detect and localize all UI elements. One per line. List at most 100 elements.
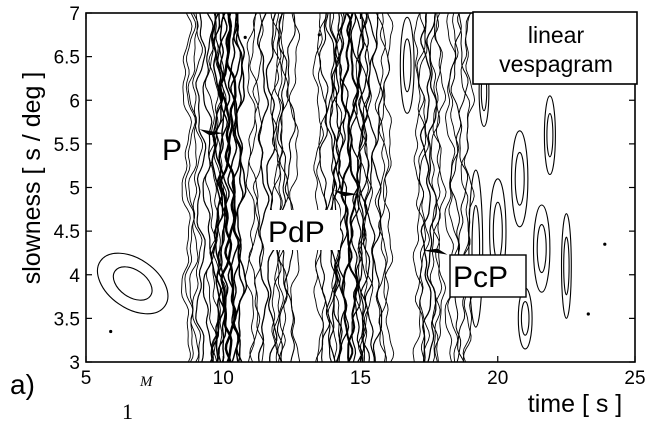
contour-band-line xyxy=(273,13,286,362)
phase-pick-arrow xyxy=(199,129,224,136)
contour-band-line xyxy=(202,13,214,362)
x-tick-label: 10 xyxy=(213,368,234,389)
contour-band-line xyxy=(265,13,278,362)
contour-blob xyxy=(112,266,153,301)
contour-blob xyxy=(514,151,525,206)
contour-band-line xyxy=(257,13,270,362)
contour-band-line xyxy=(418,13,430,362)
contour-band-line xyxy=(187,13,200,362)
contour-band-line xyxy=(252,13,265,362)
y-tick-label: 4 xyxy=(69,266,80,287)
contour-band-line xyxy=(378,13,391,362)
y-tick-label: 4.5 xyxy=(54,222,80,243)
contour-blob xyxy=(563,236,570,296)
y-tick-label: 7 xyxy=(69,4,80,25)
contour-band-line xyxy=(434,13,447,362)
phase-pick-markers xyxy=(199,129,448,255)
y-axis-label: slowness [ s / deg ] xyxy=(18,72,46,285)
contour-band-line xyxy=(271,13,284,362)
contour-blob xyxy=(399,16,415,114)
contour-band-line xyxy=(181,13,193,362)
contour-dot xyxy=(317,33,321,37)
contour-lines xyxy=(96,13,607,362)
contour-band-line xyxy=(277,13,289,362)
contour-band-line xyxy=(358,13,371,362)
contour-band-line xyxy=(414,13,427,362)
x-tick-label: 20 xyxy=(487,368,508,389)
contour-band-line xyxy=(288,13,301,362)
contour-band-line xyxy=(248,13,261,362)
contour-band-line xyxy=(431,13,443,362)
phase-label-pcp: PcP xyxy=(449,254,527,298)
svg-text:P: P xyxy=(162,134,182,167)
contour-band-line xyxy=(212,13,225,362)
y-tick-label: 6.5 xyxy=(54,48,80,69)
contour-blob xyxy=(510,130,529,228)
y-tick-label: 3 xyxy=(69,353,80,374)
phase-pick-arrow xyxy=(334,190,358,197)
contour-band-line xyxy=(364,13,378,362)
contour-blob xyxy=(492,201,503,261)
contour-band-line xyxy=(324,13,337,362)
contour-blob xyxy=(402,38,412,93)
contour-band-line xyxy=(318,13,331,362)
contour-band-line xyxy=(284,13,296,362)
contour-blob xyxy=(96,252,169,315)
contour-band-line xyxy=(419,13,432,362)
contour-blob xyxy=(543,95,556,176)
contour-blob xyxy=(532,204,551,293)
contour-band-line xyxy=(276,13,288,362)
legend-box: linear vespagram xyxy=(472,11,638,85)
contour-band-line xyxy=(204,13,217,362)
y-tick-label: 5.5 xyxy=(54,135,80,156)
contour-dot xyxy=(603,242,607,246)
panel-label: a) xyxy=(10,369,35,400)
contour-blob xyxy=(560,213,572,319)
contour-dot xyxy=(243,35,247,40)
phase-labels: P PdP PcP xyxy=(162,134,527,298)
contour-dot xyxy=(586,312,590,316)
x-axis-label: time [ s ] xyxy=(528,390,622,418)
x-tick-label: 15 xyxy=(350,368,371,389)
stray-digit: 1 xyxy=(122,399,133,423)
contour-band-line xyxy=(371,13,383,362)
contour-band-line xyxy=(340,13,354,362)
contour-band-line xyxy=(457,13,469,362)
contour-band-line xyxy=(224,13,238,362)
contour-band-line xyxy=(383,13,395,362)
contour-band-line xyxy=(312,13,325,362)
y-tick-label: 6 xyxy=(69,91,80,112)
contour-band-line xyxy=(195,13,207,362)
contour-band-line xyxy=(462,13,476,362)
contour-blob xyxy=(546,113,554,158)
svg-text:PdP: PdP xyxy=(268,216,325,249)
contour-dot xyxy=(109,329,113,334)
contour-band-line xyxy=(331,13,344,362)
stray-superscript: M xyxy=(139,374,154,390)
contour-band-line xyxy=(212,13,225,362)
contour-band-line xyxy=(426,13,438,362)
y-tick-label: 5 xyxy=(69,179,80,200)
x-tick-label: 5 xyxy=(81,368,92,389)
contour-band-line xyxy=(355,13,367,362)
svg-text:PcP: PcP xyxy=(453,261,508,294)
phase-label-p: P xyxy=(162,134,182,167)
phase-label-pdp: PdP xyxy=(266,210,340,250)
contour-band-line xyxy=(232,13,245,362)
legend-line-2: vespagram xyxy=(499,51,613,77)
contour-band-line xyxy=(449,13,462,362)
x-tick-label: 25 xyxy=(624,368,645,389)
contour-band-line xyxy=(227,13,240,362)
y-tick-label: 3.5 xyxy=(54,309,80,330)
phase-pick-arrow xyxy=(423,248,448,255)
contour-band-line xyxy=(192,13,204,362)
contour-band-line xyxy=(219,13,233,362)
contour-band-line xyxy=(346,13,360,362)
contour-band-line xyxy=(270,13,282,362)
contour-blob xyxy=(520,301,530,336)
contour-blob xyxy=(468,169,484,328)
contour-band-line xyxy=(244,13,256,362)
contour-blob xyxy=(536,224,547,274)
legend-line-1: linear xyxy=(528,22,585,48)
